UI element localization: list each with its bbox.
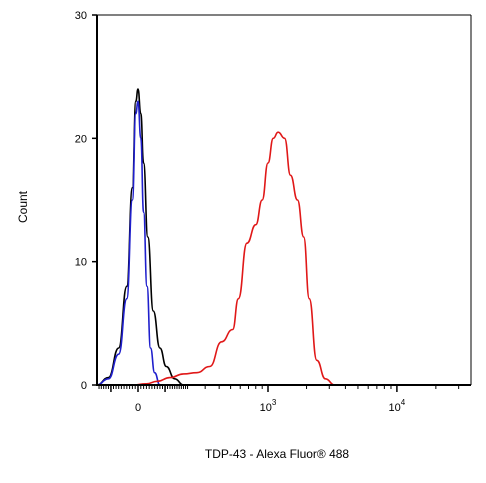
x-axis-title: TDP-43 - Alexa Fluor® 488 [205, 447, 350, 461]
x-tick-label-2: 104 [389, 398, 406, 414]
y-tick-label-20: 20 [75, 133, 87, 145]
series-layer [96, 88, 335, 386]
x-tick-label-0: 0 [135, 402, 141, 414]
x-tick-label-1: 103 [260, 398, 277, 414]
series-line-2 [110, 131, 335, 386]
axes-layer [92, 14, 472, 392]
y-tick-label-10: 10 [75, 257, 87, 269]
y-axis-title: Count [16, 190, 30, 223]
series-line-1 [96, 100, 161, 386]
y-tick-label-0: 0 [81, 380, 87, 392]
labels-layer: 01020300103104105 [75, 10, 406, 414]
y-tick-label-30: 30 [75, 10, 87, 22]
